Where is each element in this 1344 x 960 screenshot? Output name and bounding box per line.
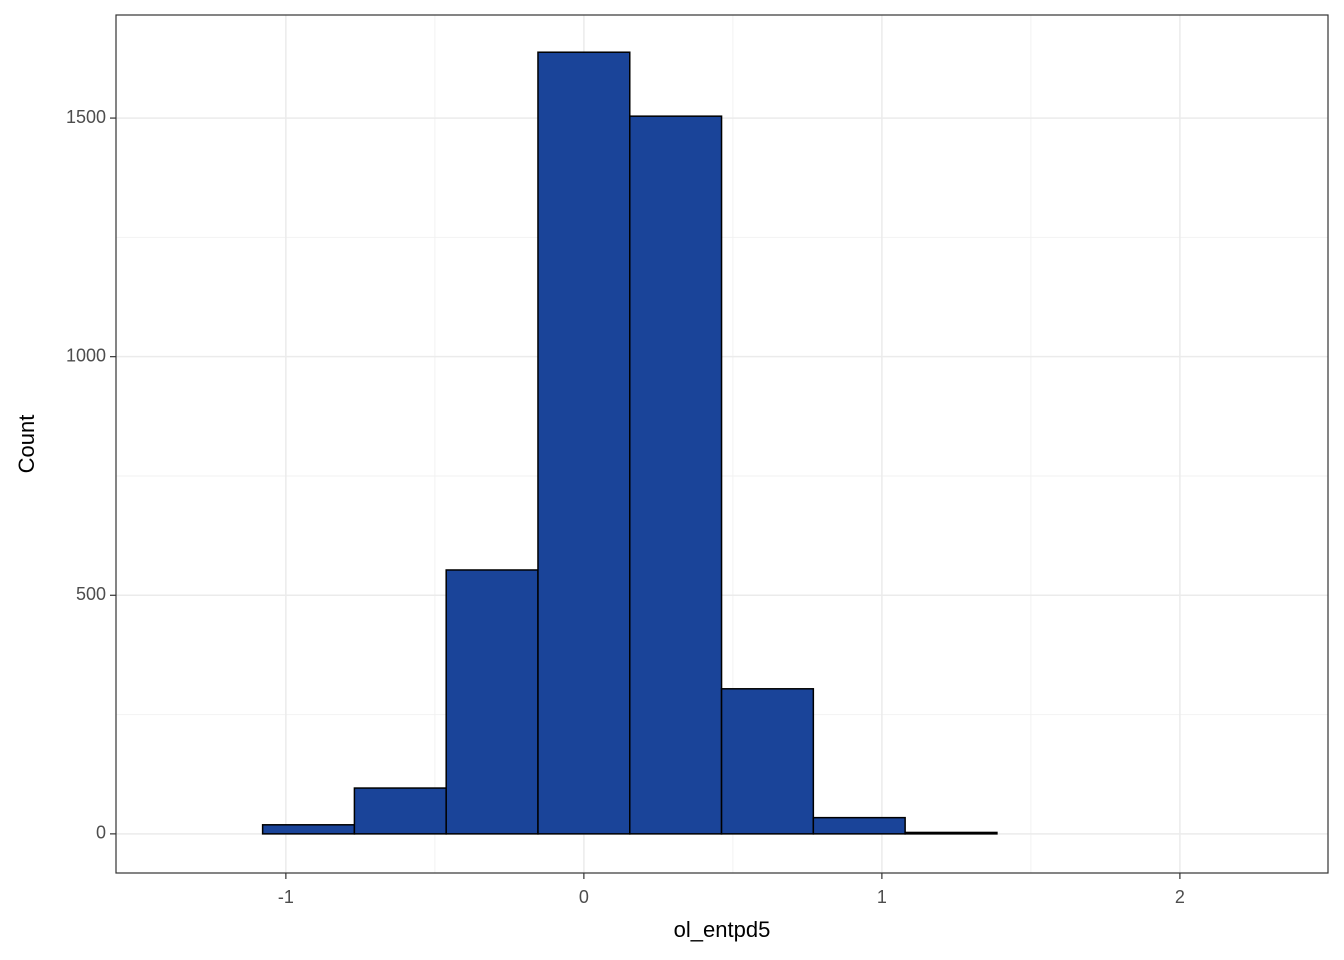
panel-border [115, 14, 1329, 874]
x-tick-label: -1 [278, 887, 294, 907]
x-tick-label: 1 [877, 887, 887, 907]
bar [812, 816, 906, 835]
x-tick-label: 0 [579, 887, 589, 907]
y-tick-label: 0 [96, 823, 106, 843]
bar [629, 115, 723, 835]
y-axis-title: Count [14, 415, 39, 474]
bar [720, 688, 815, 835]
y-tick-label: 1500 [66, 107, 106, 127]
bar [904, 831, 998, 835]
x-tick-label: 2 [1175, 887, 1185, 907]
bar [261, 824, 356, 835]
y-tick-label: 500 [76, 584, 106, 604]
bar [537, 51, 631, 835]
bar [353, 787, 447, 835]
y-tick-label: 1000 [66, 345, 106, 365]
bar [445, 569, 539, 835]
x-axis-title: ol_entpd5 [674, 917, 771, 942]
